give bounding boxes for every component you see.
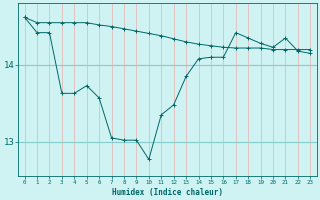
X-axis label: Humidex (Indice chaleur): Humidex (Indice chaleur) — [112, 188, 223, 197]
